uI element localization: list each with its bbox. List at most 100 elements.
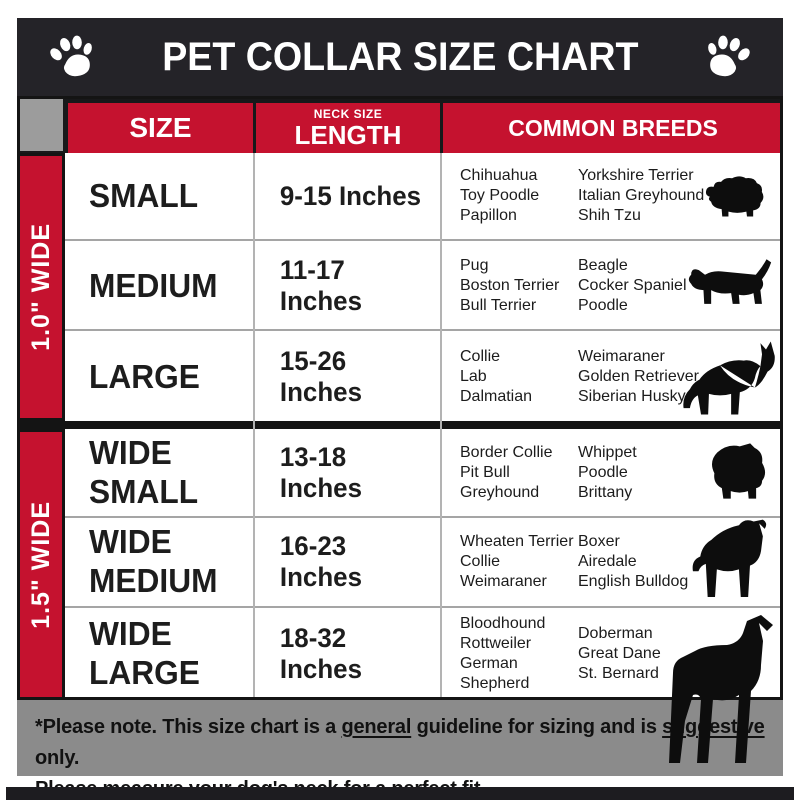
size-label: LARGE	[89, 357, 200, 395]
size-label: WIDE	[89, 433, 172, 471]
breeds-column-2: Boxer Airedale English Bulldog	[578, 532, 688, 592]
column-divider	[440, 153, 442, 700]
shih-tzu-silhouette-icon	[705, 176, 764, 217]
length-cell: 18-32 Inches	[279, 623, 363, 684]
breed-name: Boston Terrier	[460, 277, 560, 294]
breeds-column-2: Weimaraner Golden Retriever Siberian Hus…	[578, 347, 699, 407]
table-row-wide-medium: WIDE MEDIUM 16-23 Inches Wheaten Terrier…	[65, 518, 780, 608]
breed-name: Wheaten Terrier	[460, 533, 574, 550]
breed-name: Italian Greyhound	[578, 187, 705, 204]
breed-name: Shih Tzu	[578, 207, 641, 224]
breed-name: German Shepherd	[460, 655, 530, 692]
column-header-size: SIZE	[68, 103, 253, 153]
footnote: *Please note. This size chart is a gener…	[17, 700, 783, 800]
breed-name: Pug	[460, 257, 489, 274]
neck-size-label: NECK SIZE	[313, 107, 383, 121]
breeds-column-1: Chihuahua Toy Poodle Papillon	[460, 166, 578, 226]
table-row-wide-small: WIDE SMALL 13-18 Inches Border Collie Pi…	[65, 429, 780, 518]
size-cell: WIDE MEDIUM	[65, 518, 245, 606]
length-cell: 15-26 Inches	[279, 346, 363, 407]
length-cell: 9-15 Inches	[279, 180, 422, 211]
bulldog-silhouette-icon	[711, 443, 766, 499]
breed-name: Golden Retriever	[578, 368, 699, 385]
breeds-column-1: Collie Lab Dalmatian	[460, 347, 578, 407]
size-label-line2: LARGE	[89, 654, 200, 691]
breed-name: Lab	[460, 368, 487, 385]
table-row-large: LARGE 15-26 Inches Collie Lab Dalmatian …	[65, 333, 780, 421]
footnote-underlined-word: general	[341, 716, 412, 738]
footnote-text: guideline for sizing and is	[411, 716, 663, 738]
breed-name: Poodle	[578, 297, 628, 314]
width-band-1-inch: 1.0" WIDE	[17, 153, 65, 421]
breed-name: Collie	[460, 348, 501, 365]
pit-bull-silhouette-icon	[692, 519, 767, 597]
breed-name: Doberman	[578, 625, 653, 642]
header-corner-cell	[17, 96, 65, 153]
breed-name: Whippet	[578, 443, 637, 461]
title-bar: PET COLLAR SIZE CHART	[17, 18, 783, 96]
breeds-cell: Wheaten Terrier Collie Weimaraner Boxer …	[440, 518, 780, 606]
breeds-cell: Border Collie Pit Bull Greyhound Whippet…	[440, 429, 780, 516]
table-row-medium: MEDIUM 11-17 Inches Pug Boston Terrier B…	[65, 243, 780, 331]
breed-name: Bull Terrier	[460, 297, 537, 314]
size-label-line2: SMALL	[89, 472, 199, 510]
breed-name: Rottweiler	[460, 635, 532, 652]
group-divider	[17, 421, 783, 429]
table-row-small: SMALL 9-15 Inches Chihuahua Toy Poodle P…	[65, 153, 780, 241]
breeds-column-1: Wheaten Terrier Collie Weimaraner	[460, 532, 578, 592]
doberman-silhouette-icon	[669, 615, 773, 763]
length-label: LENGTH	[294, 120, 402, 150]
width-band-1-5-inch: 1.5" WIDE	[17, 429, 65, 700]
breeds-column-2: Whippet Poodle Brittany	[578, 443, 637, 503]
german-shepherd-silhouette-icon	[683, 341, 775, 415]
breed-name: Brittany	[578, 483, 633, 501]
breeds-cell: Bloodhound Rottweiler German Shepherd Do…	[440, 608, 780, 700]
breed-name: Airedale	[578, 553, 637, 570]
breed-name: Cocker Spaniel	[578, 277, 687, 294]
dachshund-silhouette-icon	[688, 259, 772, 304]
breeds-column-2: Yorkshire Terrier Italian Greyhound Shih…	[578, 166, 704, 226]
footnote-text: only.	[35, 747, 80, 769]
size-cell: MEDIUM	[65, 243, 245, 329]
breed-name: Beagle	[578, 257, 628, 274]
breed-name: Boxer	[578, 533, 620, 550]
length-cell: 13-18 Inches	[279, 441, 363, 503]
breed-name: Poodle	[578, 463, 628, 481]
width-band-1-inch-label: 1.0" WIDE	[26, 223, 55, 351]
size-label: WIDE	[89, 615, 172, 653]
paw-print-icon	[50, 35, 92, 77]
breed-name: Bloodhound	[460, 615, 546, 632]
breeds-cell: Collie Lab Dalmatian Weimaraner Golden R…	[440, 333, 780, 421]
table-row-wide-large: WIDE LARGE 18-32 Inches Bloodhound Rottw…	[65, 608, 780, 700]
breed-name: Weimaraner	[460, 573, 547, 590]
breeds-column-1: Bloodhound Rottweiler German Shepherd	[460, 614, 578, 694]
column-header-neck-length: NECK SIZE LENGTH	[256, 103, 440, 153]
size-cell: WIDE LARGE	[65, 608, 245, 700]
breed-name: St. Bernard	[578, 665, 659, 682]
breeds-cell: Pug Boston Terrier Bull Terrier Beagle C…	[440, 243, 780, 329]
page-title: PET COLLAR SIZE CHART	[161, 34, 639, 79]
column-header-common-breeds: COMMON BREEDS	[443, 103, 783, 153]
breeds-column-1: Pug Boston Terrier Bull Terrier	[460, 256, 578, 316]
breed-name: Papillon	[460, 207, 517, 224]
footnote-text: *Please note. This size chart is a	[35, 716, 342, 738]
breed-name: Greyhound	[460, 483, 540, 501]
breeds-column-2: Doberman Great Dane St. Bernard	[578, 624, 661, 684]
breeds-column-1: Border Collie Pit Bull Greyhound	[460, 443, 578, 503]
breed-name: Toy Poodle	[460, 187, 540, 204]
breeds-cell: Chihuahua Toy Poodle Papillon Yorkshire …	[440, 153, 780, 239]
breed-name: Great Dane	[578, 645, 661, 662]
breed-name: Yorkshire Terrier	[578, 167, 694, 184]
breed-name: English Bulldog	[578, 573, 689, 590]
breed-name: Border Collie	[460, 443, 553, 461]
size-label-line2: MEDIUM	[89, 562, 218, 599]
column-divider	[253, 153, 255, 700]
bottom-black-bar	[6, 787, 794, 800]
breed-name: Chihuahua	[460, 167, 538, 184]
breeds-column-2: Beagle Cocker Spaniel Poodle	[578, 256, 687, 316]
size-cell: SMALL	[65, 153, 245, 239]
paw-print-icon	[708, 35, 750, 77]
size-cell: WIDE SMALL	[65, 429, 245, 516]
width-band-1-5-inch-label: 1.5" WIDE	[26, 500, 55, 629]
